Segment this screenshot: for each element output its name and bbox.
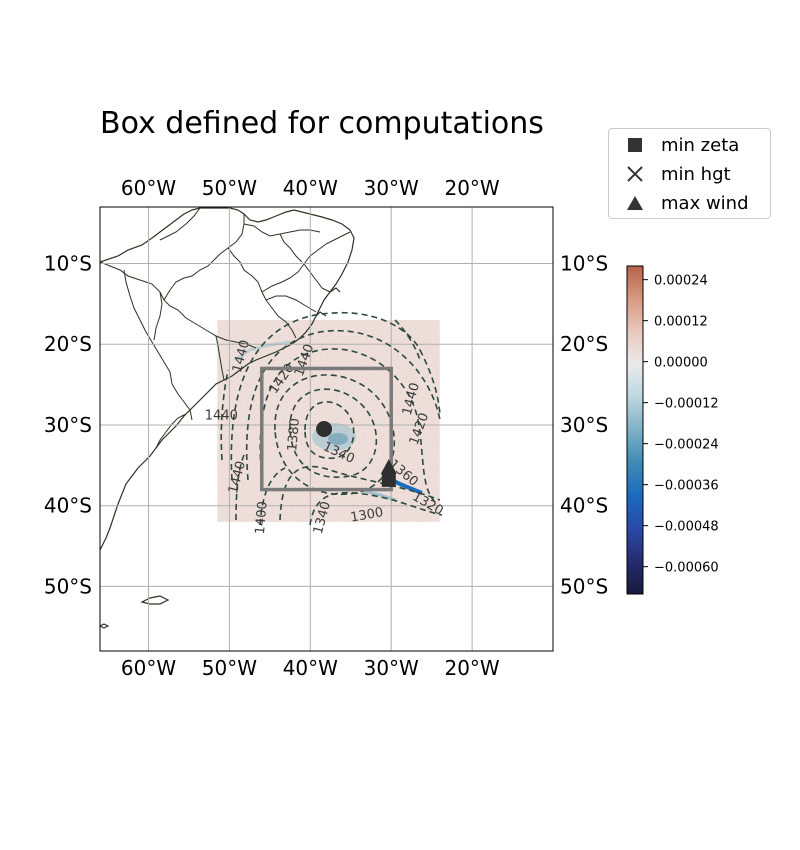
legend-item-min-zeta: min zeta [609,132,739,158]
min-hgt-marker [382,473,396,487]
lon-tick-label: 50°W [202,656,257,680]
contour-label: 1380 [285,418,303,452]
legend-item-max-wind: max wind [609,190,749,216]
lat-tick-label: 30°S [560,413,608,437]
computation-box-layer [260,366,393,492]
lat-tick-label: 50°S [44,574,92,598]
lat-tick-label: 10°S [44,252,92,276]
legend-label: max wind [661,192,749,214]
legend-label: min hgt [661,163,731,185]
lat-tick-label: 40°S [560,494,608,518]
figure-title: Box defined for computations [100,106,544,141]
lat-tick-label: 40°S [44,494,92,518]
lon-tick-label: 60°W [121,656,176,680]
colorbar-tick-label: 0.00024 [654,274,708,289]
colorbar-tick-label: −0.00048 [654,520,719,535]
colorbar-gradient [626,265,644,595]
x-marker-icon [609,165,661,183]
lon-tick-label: 50°W [202,176,257,200]
lat-tick-label: 20°S [44,332,92,356]
colorbar-tick-label: 0.00012 [654,315,708,330]
computation-box [260,366,393,492]
legend-item-min-hgt: min hgt [609,161,731,187]
triangle-marker-icon [609,195,661,211]
colorbar-ticks: 0.00024 0.00012 0.00000 −0.00012 −0.00024 −0.… [643,274,719,576]
lon-tick-label: 40°W [283,176,338,200]
lat-ticks-right: 10°S 20°S 30°S 40°S 50°S [560,252,608,599]
vorticity-band [359,488,397,502]
map-frame [99,206,554,652]
lat-tick-label: 50°S [560,574,608,598]
lon-tick-label: 30°W [364,656,419,680]
lon-tick-label: 60°W [121,176,176,200]
lon-tick-label: 20°W [444,656,499,680]
colorbar-tick-label: −0.00024 [654,438,719,453]
square-marker-icon [609,137,661,153]
contour-label: 1300 [349,505,384,526]
geopotential-height-contours [220,311,443,526]
colorbar: 0.00024 0.00012 0.00000 −0.00012 −0.00024 −0.… [626,265,719,595]
lon-tick-label: 40°W [283,656,338,680]
lon-tick-label: 30°W [364,176,419,200]
lat-tick-label: 30°S [44,413,92,437]
colorbar-tick-label: −0.00060 [654,561,719,576]
vortex-center-marker [316,421,333,437]
lat-tick-label: 20°S [560,332,608,356]
lon-ticks-bottom: 60°W 50°W 40°W 30°W 20°W [121,656,500,680]
contour-label: 1440 [205,409,238,424]
colorbar-tick-label: −0.00036 [654,479,719,494]
vorticity-band [234,340,291,362]
lat-ticks-left: 10°S 20°S 30°S 40°S 50°S [44,252,92,599]
colorbar-tick-label: 0.00000 [654,356,708,371]
marker-layer [316,421,397,487]
lon-tick-label: 20°W [444,176,499,200]
legend-label: min zeta [661,134,740,156]
max-wind-marker [380,458,397,474]
legend: min zeta min hgt max wind [608,128,771,219]
vortex-core-region [328,433,349,445]
country-borders [100,207,351,449]
contour-label: 1400 [253,501,271,535]
lat-tick-label: 10°S [560,252,608,276]
coastline [100,207,355,629]
colorbar-tick-label: −0.00012 [654,397,719,412]
lon-ticks-top: 60°W 50°W 40°W 30°W 20°W [121,176,500,200]
